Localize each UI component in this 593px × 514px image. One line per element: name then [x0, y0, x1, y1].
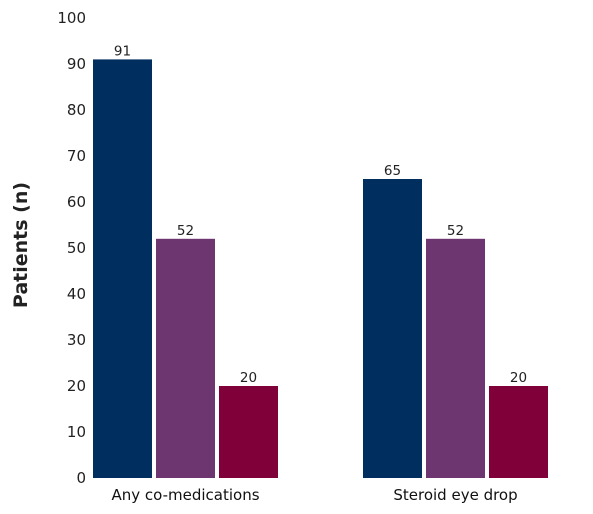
- category-label: Any co-medications: [111, 486, 259, 504]
- y-axis-ticks: 0 10 20 30 40 50 60 70 80 90 100: [57, 9, 86, 487]
- y-tick-label: 70: [67, 147, 86, 165]
- y-tick-label: 60: [67, 193, 86, 211]
- data-label: 91: [114, 43, 131, 59]
- y-tick-label: 100: [57, 9, 86, 27]
- data-labels: 91 52 20 65 52 20: [114, 43, 527, 386]
- y-tick-label: 90: [67, 55, 86, 73]
- data-label: 65: [384, 163, 401, 179]
- y-tick-label: 50: [67, 239, 86, 257]
- y-tick-label: 10: [67, 423, 86, 441]
- y-tick-label: 20: [67, 377, 86, 395]
- data-label: 52: [447, 223, 464, 239]
- data-label: 52: [177, 223, 194, 239]
- data-label: 20: [510, 370, 527, 386]
- bar: [93, 59, 152, 479]
- y-tick-label: 80: [67, 101, 86, 119]
- data-label: 20: [240, 370, 257, 386]
- y-tick-label: 40: [67, 285, 86, 303]
- bar: [426, 238, 485, 478]
- category-labels: Any co-medications Steroid eye drop: [111, 486, 517, 504]
- y-tick-label: 0: [76, 469, 86, 487]
- y-axis-label: Patients (n): [10, 182, 32, 308]
- bars: [93, 59, 548, 479]
- y-tick-label: 30: [67, 331, 86, 349]
- bar: [489, 386, 548, 478]
- bar: [363, 179, 422, 478]
- category-label: Steroid eye drop: [393, 486, 517, 504]
- bar: [219, 386, 278, 478]
- bar: [156, 238, 215, 478]
